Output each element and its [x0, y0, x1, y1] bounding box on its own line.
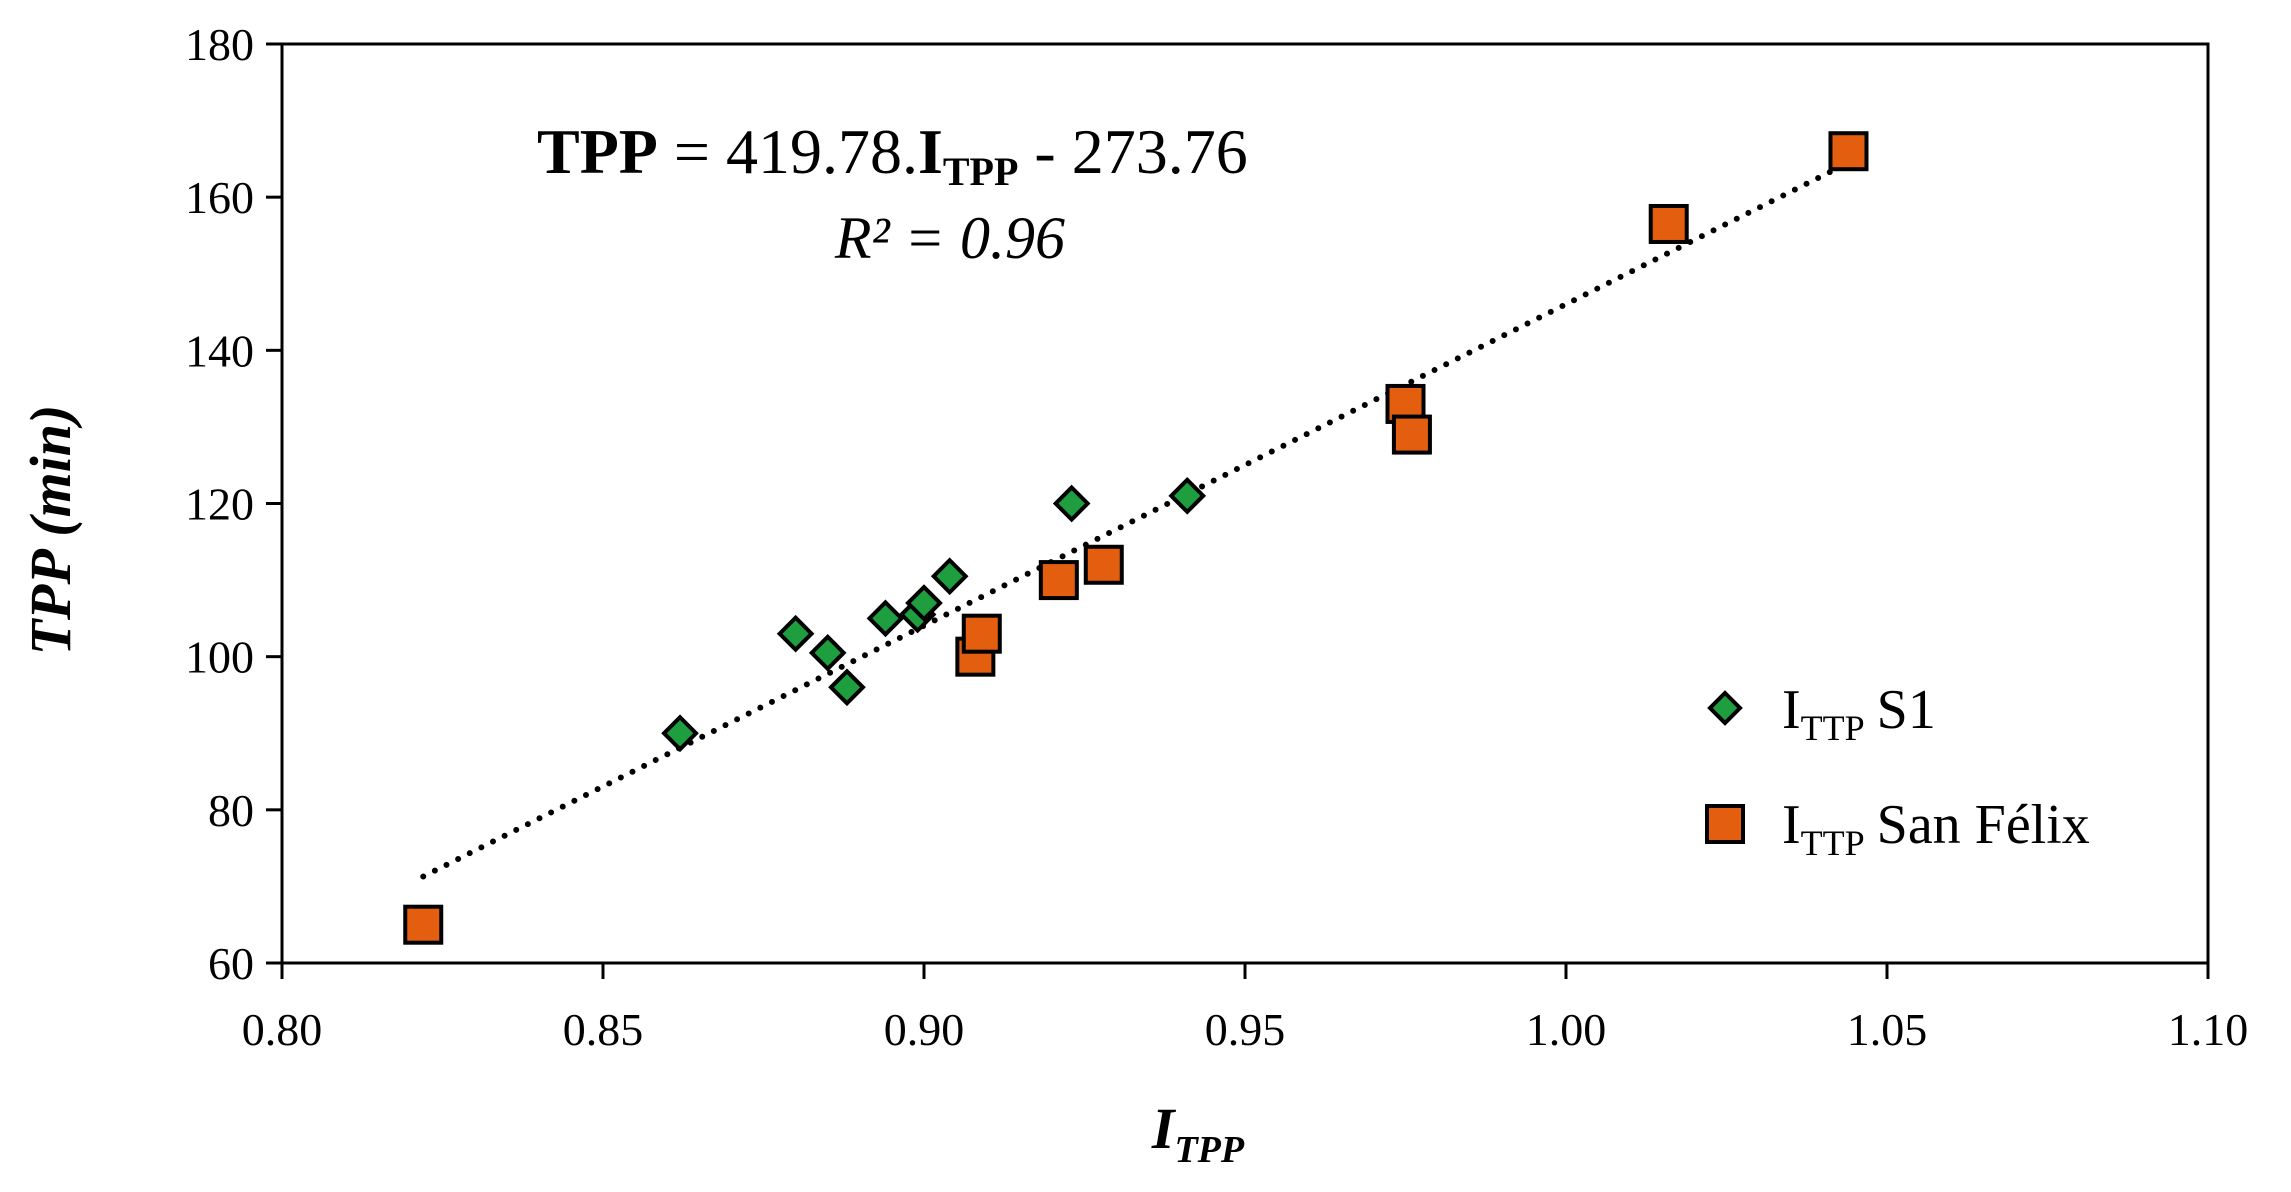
y-tick-label: 100: [185, 632, 254, 683]
legend-label-san-felix-name: San Félix: [1877, 794, 2090, 856]
point-s1: [661, 714, 699, 753]
point-san-felix: [1648, 203, 1689, 244]
x-tick-label: 1.05: [1847, 1004, 1928, 1055]
point-s1: [866, 599, 905, 638]
y-tick-label: 60: [208, 938, 254, 989]
x-axis-title-main: I: [1151, 1096, 1177, 1161]
legend-label-s1-name: S1: [1877, 679, 1936, 741]
legend-label-san-felix-sub: TTP: [1801, 823, 1865, 863]
legend-marker-square: [1705, 804, 1745, 844]
trendline: [420, 159, 1852, 880]
y-tick-label: 140: [185, 325, 254, 376]
legend-label-s1: ITTP S1: [1782, 679, 1936, 748]
y-tick-label: 120: [185, 479, 254, 530]
x-axis-title: ITPP: [1151, 1096, 1245, 1171]
equation-variable: I: [918, 116, 943, 187]
y-tick-label: 180: [185, 19, 254, 70]
point-s1: [905, 584, 943, 622]
y-axis-title: TPP (min): [18, 405, 83, 656]
x-tick-label: 0.95: [1205, 1004, 1286, 1055]
point-s1: [776, 614, 815, 653]
y-tick-label: 80: [208, 785, 254, 836]
point-san-felix: [1038, 560, 1079, 601]
legend-label-san-felix: ITTP San Félix: [1782, 794, 2090, 863]
point-san-felix: [1828, 131, 1869, 172]
equation-lhs: TPP: [537, 116, 658, 187]
point-s1: [1052, 484, 1091, 523]
x-tick-label: 0.90: [884, 1004, 965, 1055]
equation-variable-sub: TPP: [943, 149, 1019, 194]
equation-rhs: - 273.76: [1018, 116, 1247, 187]
equation-middle: = 419.78.: [658, 116, 918, 187]
legend-label-san-felix-prefix: I: [1782, 794, 1801, 856]
legend-marker-diamond: [1707, 690, 1743, 726]
point-san-felix: [961, 613, 1002, 654]
point-s1: [1168, 477, 1207, 515]
point-san-felix: [1083, 544, 1124, 585]
trendline-equation: TPP = 419.78.ITPP - 273.76: [537, 116, 1248, 194]
x-axis-title-sub: TPP: [1174, 1129, 1244, 1171]
legend: ITTP S1 ITTP San Félix: [1705, 679, 2090, 863]
legend-label-s1-sub: TTP: [1801, 708, 1865, 748]
point-s1: [808, 634, 847, 672]
legend-label-s1-prefix: I: [1782, 679, 1801, 741]
x-tick-label: 0.85: [563, 1004, 644, 1055]
y-tick-label: 160: [185, 172, 254, 223]
plot-area: 60 80 100 120 140 160 180 0.80 0.85 0.90 0.95 1.00 1…: [185, 19, 2248, 1055]
legend-item-san-felix: ITTP San Félix: [1705, 794, 2090, 863]
x-tick-label: 1.10: [2168, 1004, 2249, 1055]
point-san-felix: [1391, 414, 1432, 455]
point-san-felix: [403, 904, 444, 945]
point-s1: [828, 668, 866, 707]
point-s1: [930, 557, 969, 596]
x-tick-label: 1.00: [1526, 1004, 1607, 1055]
legend-item-s1: ITTP S1: [1707, 679, 1936, 748]
x-tick-label: 0.80: [242, 1004, 323, 1055]
r-squared: R² = 0.96: [834, 205, 1065, 271]
